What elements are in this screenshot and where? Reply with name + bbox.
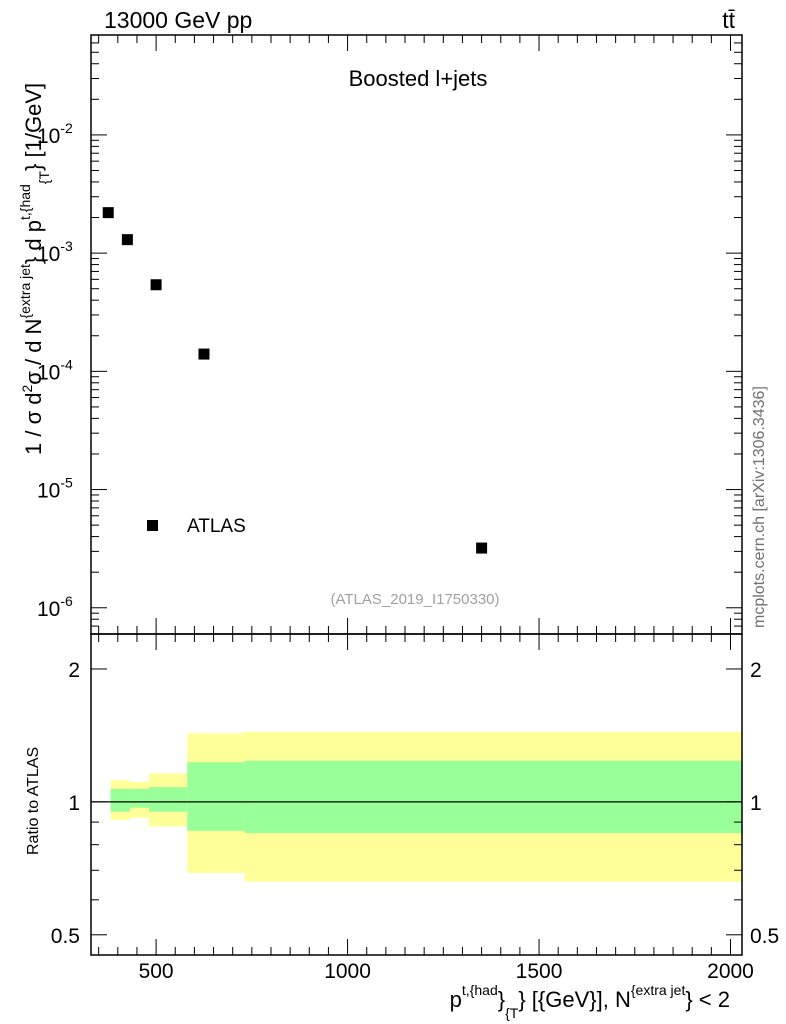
ratio-y-axis-label: Ratio to ATLAS	[25, 747, 42, 855]
band-segment	[110, 788, 130, 812]
data-point	[121, 234, 133, 246]
data-point	[102, 207, 114, 219]
analysis-watermark: (ATLAS_2019_I1750330)	[330, 591, 499, 608]
y-tick-label: 1	[68, 792, 80, 815]
energy-label: 13000 GeV pp	[104, 7, 252, 33]
chart-title: Boosted l+jets	[349, 66, 488, 91]
y-tick-label-right: 1	[750, 792, 762, 815]
y-tick-label: 10-2	[37, 120, 73, 148]
y-tick-label: 10-5	[37, 475, 73, 503]
y-tick-label: 0.5	[51, 925, 80, 948]
data-point	[476, 542, 488, 554]
main-y-ticks: 10-6 10-5 10-4 10-3 10-2	[37, 34, 742, 635]
x-tick-label: 500	[139, 960, 174, 983]
x-tick-label: 1000	[324, 960, 371, 983]
data-points	[102, 207, 488, 554]
data-point	[150, 279, 162, 291]
y-tick-label: 10-4	[37, 356, 73, 384]
main-x-ticks	[98, 35, 732, 634]
ratio-frame	[90, 633, 743, 956]
ratio-panel: 0.5 0.5 1 1 2 2 500 1000 1500 2000 Ratio to ATLA…	[25, 633, 779, 1021]
legend-marker	[147, 520, 158, 531]
band-segment	[148, 787, 188, 812]
x-tick-label: 2000	[707, 960, 754, 983]
band-segment	[129, 788, 149, 808]
band-segment	[244, 760, 743, 834]
y-tick-label-right: 2	[750, 659, 762, 682]
process-label: tt̄	[722, 7, 735, 33]
data-point	[198, 348, 210, 360]
y-tick-label: 2	[68, 659, 80, 682]
ratio-y-ticks: 0.5 0.5 1 1 2 2	[51, 659, 779, 948]
main-frame	[90, 34, 743, 635]
uncertainty-bands	[110, 731, 743, 882]
main-y-axis-label: 1 / σ d2σ / d N{extra jet} d pt,{had{T} …	[17, 83, 52, 455]
main-panel: 10-6 10-5 10-4 10-3 10-2 Boosted l+jets ATLA…	[17, 34, 743, 635]
legend-label: ATLAS	[187, 516, 246, 537]
x-tick-label: 1500	[516, 960, 563, 983]
band-segment	[187, 762, 245, 831]
side-label: mcplots.cern.ch [arXiv:1306.3436]	[751, 386, 768, 628]
ratio-x-ticks: 500 1000 1500 2000	[98, 634, 754, 983]
y-tick-label-right: 0.5	[750, 925, 779, 948]
x-axis-label: pt,{had}{T} [{GeV}], N{extra jet} < 2	[450, 982, 730, 1021]
y-tick-label: 10-3	[37, 238, 73, 266]
y-tick-label: 10-6	[37, 593, 73, 621]
